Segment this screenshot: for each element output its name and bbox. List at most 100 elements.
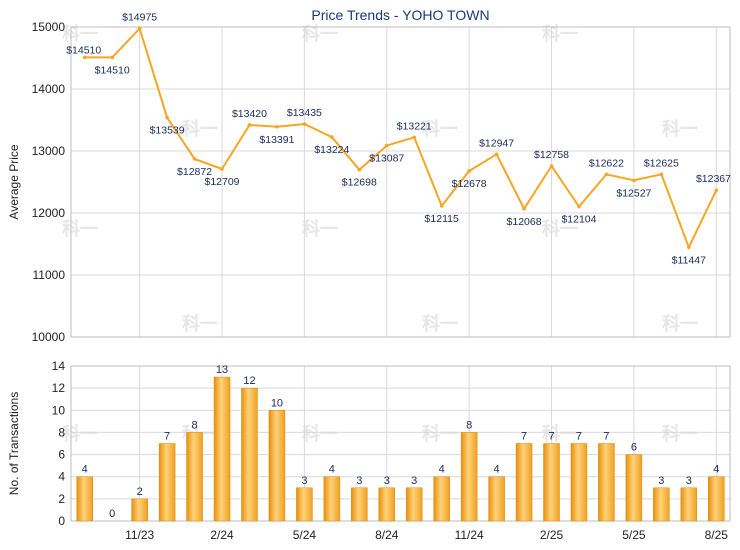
watermark-glyph: 科一 <box>542 23 578 45</box>
transaction-bar <box>268 410 286 522</box>
price-data-point <box>247 123 252 127</box>
chart-title: Price Trends - YOHO TOWN <box>311 7 489 23</box>
watermark-glyph: 科一 <box>422 118 458 140</box>
price-data-point <box>220 167 224 171</box>
watermark-glyph: 科一 <box>542 423 578 445</box>
price-data-label: $14510 <box>66 44 101 56</box>
price-y-tick-label: 14000 <box>32 82 66 96</box>
transaction-bar-label: 3 <box>411 475 417 487</box>
price-data-label: $12678 <box>452 178 487 190</box>
watermark-glyph: 科一 <box>182 313 218 335</box>
transaction-bar <box>351 487 368 522</box>
price-data-point <box>604 172 609 177</box>
price-data-point <box>439 204 444 208</box>
price-y-tick-label: 12000 <box>32 206 66 220</box>
price-data-label: $14510 <box>95 64 130 76</box>
transaction-bar-label: 8 <box>192 419 198 431</box>
transaction-bar <box>213 376 231 522</box>
transaction-bar-label: 3 <box>686 475 692 487</box>
transaction-bar-label: 7 <box>603 431 609 443</box>
price-data-point <box>192 157 197 161</box>
price-data-point <box>357 167 362 172</box>
watermark-glyph: 科一 <box>302 423 338 445</box>
x-tick-label: 2/24 <box>210 528 234 542</box>
price-data-label: $12527 <box>616 187 651 199</box>
price-data-point <box>82 55 87 60</box>
price-y-tick-label: 15000 <box>32 20 66 34</box>
transactions-y-tick-label: 10 <box>52 403 66 417</box>
transaction-bar <box>570 443 588 522</box>
transaction-bar <box>708 476 725 522</box>
transaction-bar <box>625 454 643 522</box>
transaction-bar <box>323 476 341 522</box>
transaction-bar <box>296 487 313 522</box>
price-y-tick-label: 11000 <box>33 268 66 282</box>
transaction-bar <box>131 498 148 522</box>
price-data-label: $12622 <box>589 157 624 169</box>
transaction-bar <box>186 432 203 522</box>
transactions-y-tick-label: 2 <box>58 492 65 506</box>
price-data-point <box>522 206 526 211</box>
price-data-label: $12758 <box>534 149 569 161</box>
price-plot-frame <box>70 26 731 338</box>
transaction-bar-label: 3 <box>384 475 390 487</box>
price-data-point <box>275 124 279 129</box>
price-data-label: $12625 <box>644 157 679 169</box>
transaction-bar-label: 8 <box>466 419 472 431</box>
transaction-bar-label: 10 <box>271 397 283 409</box>
transactions-y-axis-title: No. of Transactions <box>7 392 21 495</box>
watermark-glyph: 科一 <box>302 23 338 45</box>
price-data-label: $12367 <box>696 173 731 185</box>
transaction-bar <box>460 432 478 522</box>
x-tick-label: 11/24 <box>455 528 484 542</box>
watermark-glyph: 科一 <box>542 218 578 240</box>
transactions-y-tick-label: 6 <box>58 448 65 462</box>
transaction-bar <box>680 487 698 522</box>
price-series-line <box>84 27 718 249</box>
transactions-y-tick-label: 14 <box>52 359 66 373</box>
transaction-bar-label: 4 <box>82 464 88 476</box>
watermark-glyph: 科一 <box>62 23 98 45</box>
price-data-point <box>412 135 417 140</box>
transaction-bar <box>515 443 533 522</box>
transactions-y-tick-label: 0 <box>58 514 65 528</box>
price-data-point <box>384 143 389 148</box>
transactions-plot-frame <box>70 365 731 522</box>
price-data-point <box>577 204 581 209</box>
price-data-point <box>137 26 142 31</box>
transactions-y-tick-label: 12 <box>52 381 66 395</box>
watermark-glyph: 科一 <box>662 313 698 335</box>
price-data-label: $13539 <box>150 125 185 137</box>
watermark-glyph: 科一 <box>662 423 698 445</box>
price-data-label: $12872 <box>177 166 212 178</box>
x-tick-label: 5/25 <box>622 528 646 542</box>
transaction-bar-label: 2 <box>137 486 143 498</box>
transaction-bar-label: 3 <box>658 475 664 487</box>
price-data-label: $12698 <box>342 177 377 189</box>
price-data-point <box>302 122 307 126</box>
transaction-bar-label: 12 <box>243 375 255 387</box>
transaction-bar <box>241 387 258 522</box>
x-tick-label: 2/25 <box>540 528 564 542</box>
price-data-point <box>330 135 334 139</box>
price-data-label: $12068 <box>507 216 542 228</box>
price-data-label: $12947 <box>479 137 514 149</box>
price-data-label: $13224 <box>314 144 349 156</box>
transactions-y-tick-label: 8 <box>58 425 65 439</box>
transaction-bar <box>433 476 450 522</box>
watermark-glyph: 科一 <box>662 118 698 140</box>
transaction-bar-label: 3 <box>301 475 307 487</box>
price-data-point <box>659 172 664 177</box>
transaction-bar <box>653 487 670 522</box>
price-data-point <box>110 55 114 60</box>
price-data-point <box>494 152 499 157</box>
price-data-point <box>467 169 471 173</box>
watermark-glyph: 科一 <box>62 423 98 445</box>
transaction-bar-label: 0 <box>109 508 115 520</box>
price-data-point <box>687 245 691 250</box>
price-y-tick-label: 10000 <box>32 330 66 344</box>
transaction-bar-label: 4 <box>329 464 335 476</box>
price-y-tick-label: 13000 <box>32 144 66 158</box>
